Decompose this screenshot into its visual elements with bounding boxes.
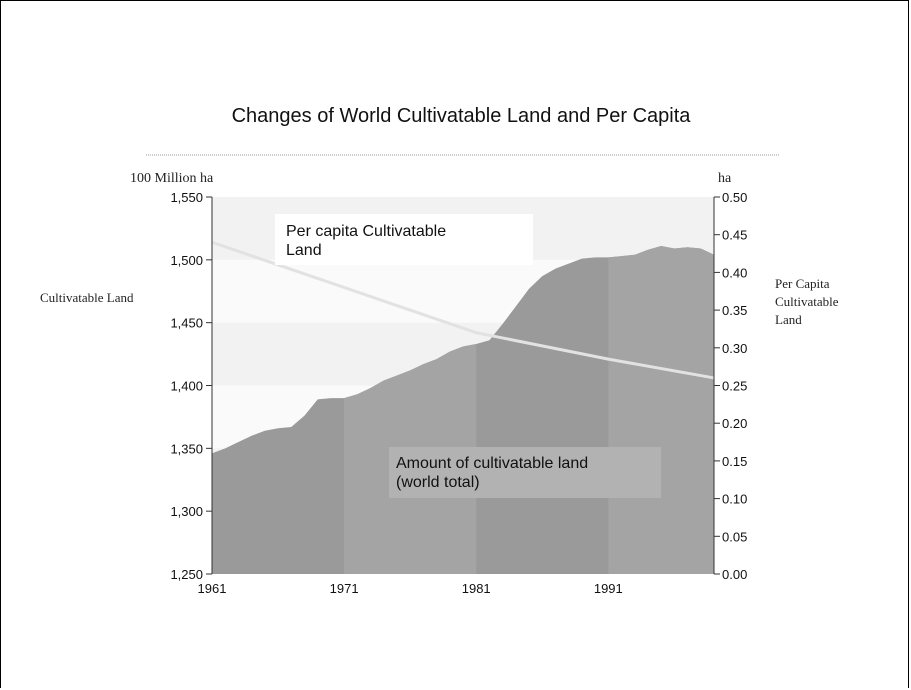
land-amount-label-box	[389, 447, 661, 498]
x-axis-ticks: 1961 1971 1981 1991	[198, 581, 623, 596]
per-capita-label-line: Per capita Cultivatable	[286, 223, 446, 240]
right-tick-label: 0.00	[722, 567, 747, 582]
right-tick-label: 0.30	[722, 341, 747, 356]
left-tick-label: 1,500	[170, 253, 203, 268]
chart-title: Changes of World Cultivatable Land and P…	[232, 105, 692, 127]
x-tick-label: 1971	[330, 581, 359, 596]
right-axis-label-line: Land	[775, 312, 802, 327]
per-capita-series-label: Per capita Cultivatable Land	[286, 223, 451, 259]
per-capita-label-line: Land	[286, 242, 322, 259]
right-tick-label: 0.45	[722, 228, 747, 243]
right-axis-ticks: 0.50 0.45 0.40 0.35 0.30 0.25 0.20 0.15 0.10 0.05…	[714, 190, 747, 582]
right-tick-label: 0.25	[722, 379, 747, 394]
x-tick-label: 1981	[462, 581, 491, 596]
left-tick-label: 1,250	[170, 567, 203, 582]
left-axis-ticks: 1,550 1,500 1,450 1,400 1,350 1,300 1,250	[170, 190, 212, 582]
left-tick-label: 1,400	[170, 379, 203, 394]
left-tick-label: 1,550	[170, 190, 203, 205]
per-capita-label-box	[275, 214, 533, 265]
left-tick-label: 1,300	[170, 504, 203, 519]
right-tick-label: 0.50	[722, 190, 747, 205]
x-tick-label: 1961	[198, 581, 227, 596]
right-tick-label: 0.05	[722, 529, 747, 544]
left-axis-label: Cultivatable Land	[40, 290, 134, 305]
land-amount-label-line: (world total)	[396, 474, 480, 491]
right-tick-label: 0.40	[722, 265, 747, 280]
right-tick-label: 0.15	[722, 454, 747, 469]
left-tick-label: 1,350	[170, 441, 203, 456]
right-axis-label: Per Capita Cultivatable Land	[775, 276, 842, 327]
x-tick-label: 1991	[594, 581, 623, 596]
land-amount-series-label: Amount of cultivatable land (world total…	[396, 455, 593, 491]
right-tick-label: 0.10	[722, 492, 747, 507]
right-unit-label: ha	[718, 171, 732, 186]
per-capita-line-series	[211, 240, 715, 380]
right-tick-label: 0.20	[722, 416, 747, 431]
left-unit-label: 100 Million ha	[130, 171, 214, 186]
land-amount-label-line: Amount of cultivatable land	[396, 455, 588, 472]
right-axis-label-line: Per Capita	[775, 276, 830, 291]
per-capita-line	[211, 240, 715, 380]
left-tick-label: 1,450	[170, 316, 203, 331]
right-axis-label-line: Cultivatable	[775, 294, 839, 309]
right-tick-label: 0.35	[722, 303, 747, 318]
area-decade-band	[608, 246, 714, 574]
